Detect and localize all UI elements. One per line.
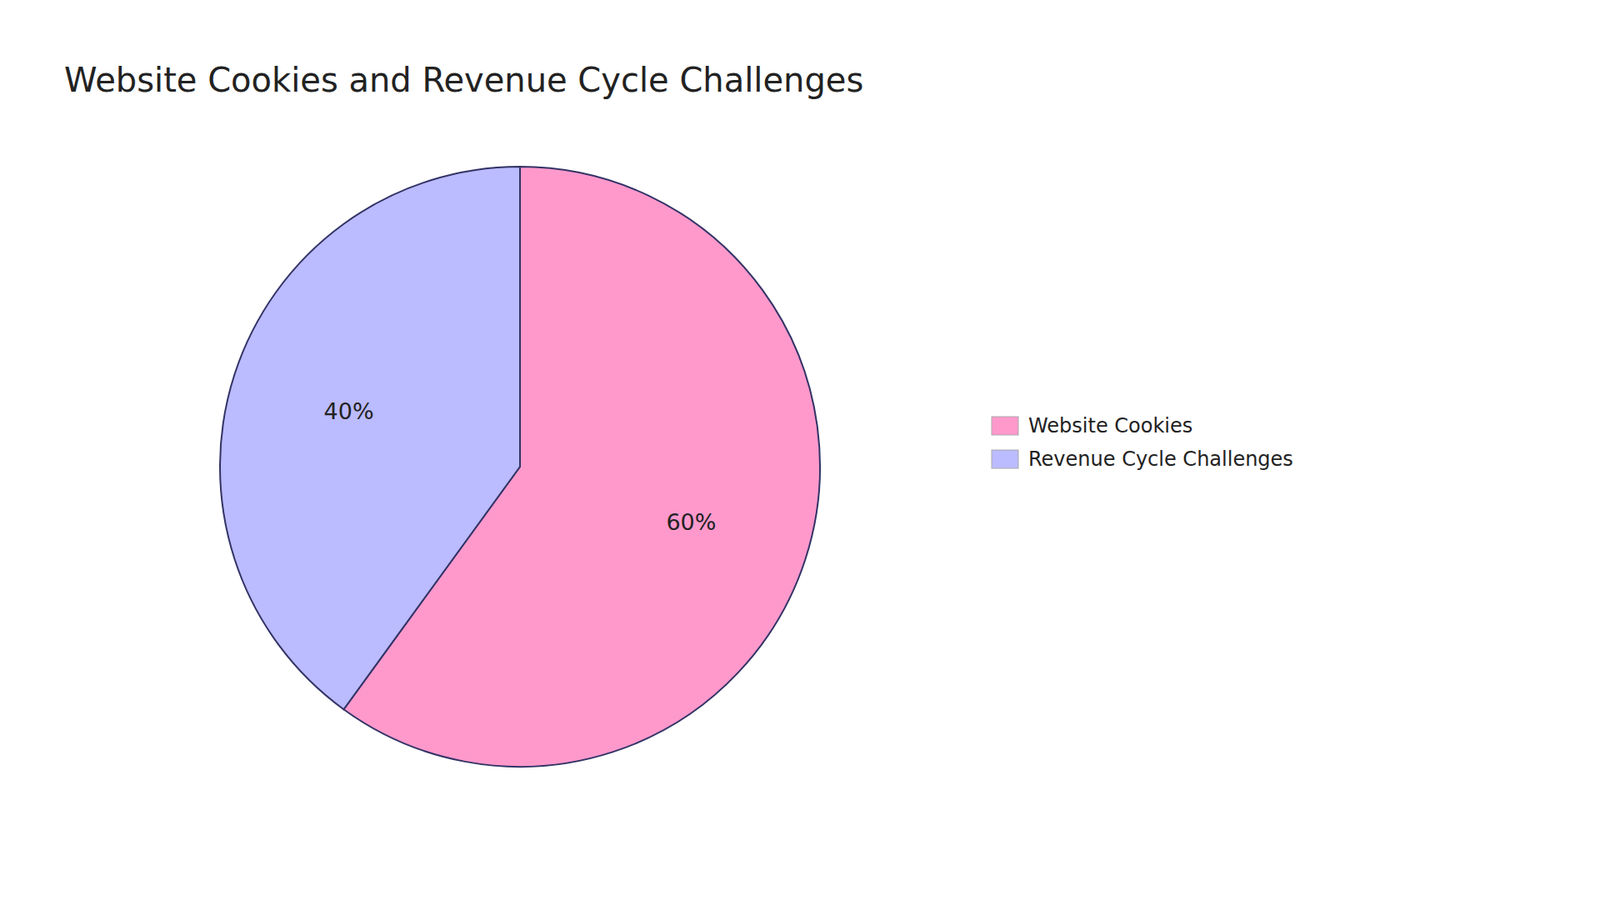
data-label: 60% [665, 509, 716, 535]
legend-label: Website Cookies [1028, 414, 1193, 438]
chart-canvas: Website Cookies and Revenue Cycle Challe… [0, 0, 1600, 900]
legend-label: Revenue Cycle Challenges [1028, 447, 1294, 471]
legend-swatch [991, 450, 1019, 469]
data-label: 40% [324, 398, 375, 425]
pie [220, 166, 820, 767]
pie-slice [220, 166, 520, 710]
chart-title: Website Cookies and Revenue Cycle Challe… [64, 60, 864, 100]
legend-item: Revenue Cycle Challenges [991, 447, 1294, 471]
legend: Website Cookies Revenue Cycle Challenges [991, 414, 1294, 471]
data-labels: 60% 40% [324, 398, 717, 535]
legend-swatch [991, 416, 1019, 435]
legend-item: Website Cookies [991, 414, 1193, 438]
